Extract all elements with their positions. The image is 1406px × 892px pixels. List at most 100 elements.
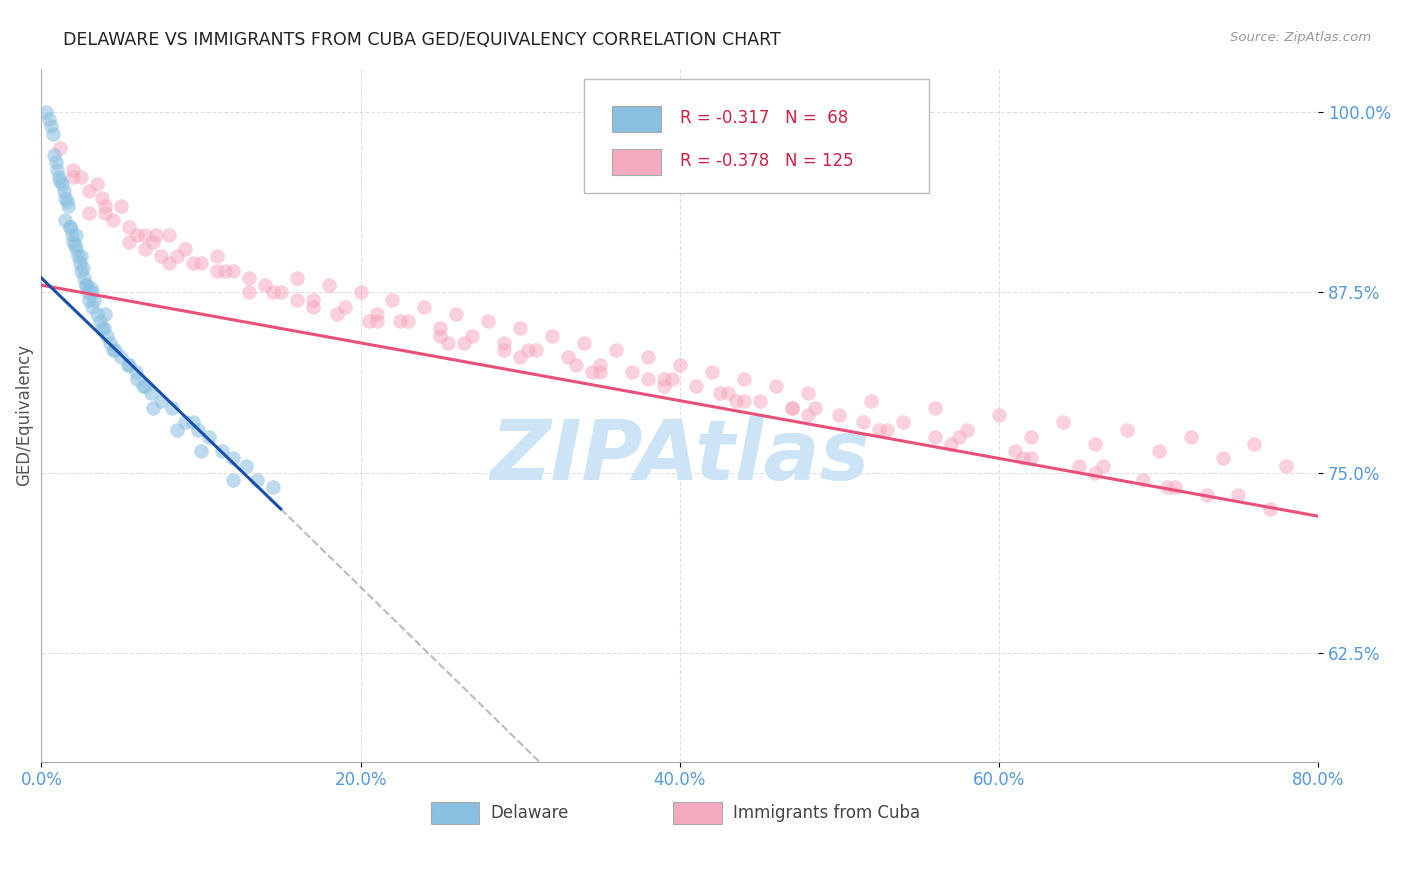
- Point: [652, 379, 675, 393]
- Point: [765, 379, 787, 393]
- Point: [366, 307, 388, 321]
- Point: [1163, 480, 1185, 494]
- Point: [924, 401, 946, 415]
- Point: [446, 307, 468, 321]
- Point: [453, 335, 475, 350]
- Point: [60, 227, 83, 242]
- Point: [1019, 451, 1042, 466]
- Point: [69, 256, 91, 270]
- Point: [77, 206, 100, 220]
- Point: [91, 321, 114, 335]
- Point: [67, 249, 90, 263]
- Point: [1227, 487, 1250, 501]
- Point: [77, 293, 100, 307]
- Point: [1180, 430, 1202, 444]
- Point: [262, 480, 284, 494]
- Point: [46, 162, 69, 177]
- Point: [94, 199, 117, 213]
- Text: R = -0.378   N = 125: R = -0.378 N = 125: [681, 153, 853, 170]
- Point: [661, 372, 683, 386]
- Point: [357, 314, 380, 328]
- Y-axis label: GED/Equivalency: GED/Equivalency: [15, 344, 32, 486]
- Point: [160, 401, 183, 415]
- Text: DELAWARE VS IMMIGRANTS FROM CUBA GED/EQUIVALENCY CORRELATION CHART: DELAWARE VS IMMIGRANTS FROM CUBA GED/EQU…: [63, 31, 780, 49]
- Point: [142, 235, 165, 249]
- Point: [796, 386, 818, 401]
- Point: [94, 206, 117, 220]
- Point: [748, 393, 770, 408]
- Point: [717, 386, 740, 401]
- Point: [82, 300, 104, 314]
- Point: [59, 220, 82, 235]
- Point: [82, 285, 104, 300]
- Point: [124, 365, 146, 379]
- Point: [205, 249, 228, 263]
- Point: [174, 242, 197, 256]
- Point: [1275, 458, 1298, 473]
- Point: [93, 321, 115, 335]
- Point: [700, 365, 723, 379]
- Point: [780, 401, 803, 415]
- Point: [1067, 458, 1090, 473]
- Point: [1012, 451, 1035, 466]
- Point: [828, 408, 851, 422]
- Point: [141, 386, 163, 401]
- Point: [96, 328, 118, 343]
- Point: [118, 358, 141, 372]
- Point: [301, 293, 323, 307]
- Point: [235, 458, 257, 473]
- Point: [166, 249, 188, 263]
- Point: [262, 285, 284, 300]
- Point: [41, 127, 63, 141]
- Point: [35, 104, 58, 119]
- Point: [509, 351, 531, 365]
- Point: [127, 227, 149, 242]
- Point: [49, 174, 72, 188]
- Point: [541, 328, 564, 343]
- Point: [572, 335, 595, 350]
- Point: [181, 256, 204, 270]
- Text: Delaware: Delaware: [491, 804, 569, 822]
- Point: [238, 271, 260, 285]
- Point: [157, 227, 180, 242]
- Point: [589, 358, 612, 372]
- Point: [222, 451, 245, 466]
- Point: [381, 293, 404, 307]
- Point: [1115, 423, 1137, 437]
- Point: [73, 271, 96, 285]
- Text: Source: ZipAtlas.com: Source: ZipAtlas.com: [1230, 31, 1371, 45]
- Point: [325, 307, 347, 321]
- Point: [53, 192, 76, 206]
- Point: [174, 415, 197, 429]
- Point: [939, 437, 962, 451]
- Point: [1004, 444, 1026, 458]
- Point: [1019, 430, 1042, 444]
- Point: [685, 379, 707, 393]
- Point: [94, 307, 117, 321]
- Point: [70, 169, 93, 184]
- Point: [134, 242, 156, 256]
- Point: [65, 227, 87, 242]
- Point: [868, 423, 890, 437]
- Point: [45, 155, 67, 169]
- Bar: [612, 149, 661, 175]
- Point: [1156, 480, 1178, 494]
- Point: [117, 358, 139, 372]
- Point: [1260, 502, 1282, 516]
- Point: [53, 213, 76, 227]
- Point: [1195, 487, 1218, 501]
- Point: [190, 256, 212, 270]
- Point: [134, 379, 156, 393]
- Point: [142, 401, 165, 415]
- Point: [413, 300, 436, 314]
- Point: [804, 401, 827, 415]
- Point: [86, 307, 108, 321]
- Point: [557, 351, 579, 365]
- Point: [104, 343, 127, 357]
- Point: [517, 343, 540, 357]
- Point: [101, 343, 124, 357]
- Point: [145, 227, 167, 242]
- Point: [65, 242, 87, 256]
- Point: [253, 278, 276, 293]
- Point: [101, 213, 124, 227]
